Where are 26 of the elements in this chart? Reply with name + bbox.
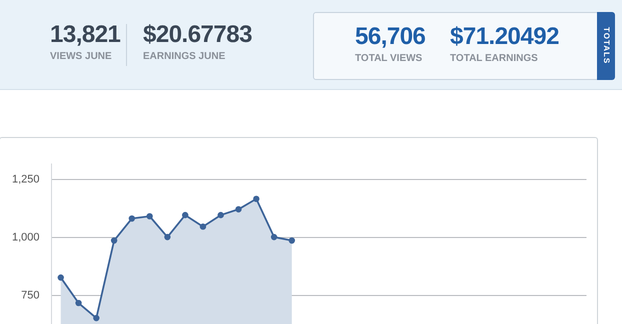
- y-tick-label: 1,250: [12, 174, 40, 186]
- point: [110, 237, 118, 244]
- point: [270, 234, 278, 240]
- text: TOTALS: [597, 12, 615, 80]
- text: 56,706: [355, 23, 426, 50]
- text: 13,821: [50, 21, 120, 48]
- point: [146, 213, 153, 220]
- text: TOTAL EARNINGS: [450, 53, 539, 64]
- point: [235, 206, 242, 212]
- y-tick-label: 750: [21, 289, 40, 302]
- point: [128, 215, 136, 222]
- text: EARNINGS JUNE: [143, 51, 226, 62]
- text: $71.20492: [450, 23, 559, 50]
- point: [164, 234, 171, 240]
- point: [93, 314, 100, 322]
- point: [200, 223, 206, 230]
- text: TOTAL VIEWS: [355, 53, 424, 64]
- point: [182, 212, 188, 218]
- point: [218, 212, 224, 218]
- point: [253, 196, 260, 202]
- y-tick-label: 1,000: [12, 232, 40, 244]
- point: [288, 237, 295, 244]
- point: [75, 300, 82, 306]
- text: $20.67783: [143, 21, 252, 48]
- point: [58, 274, 64, 281]
- text: VIEWS JUNE: [50, 51, 113, 62]
